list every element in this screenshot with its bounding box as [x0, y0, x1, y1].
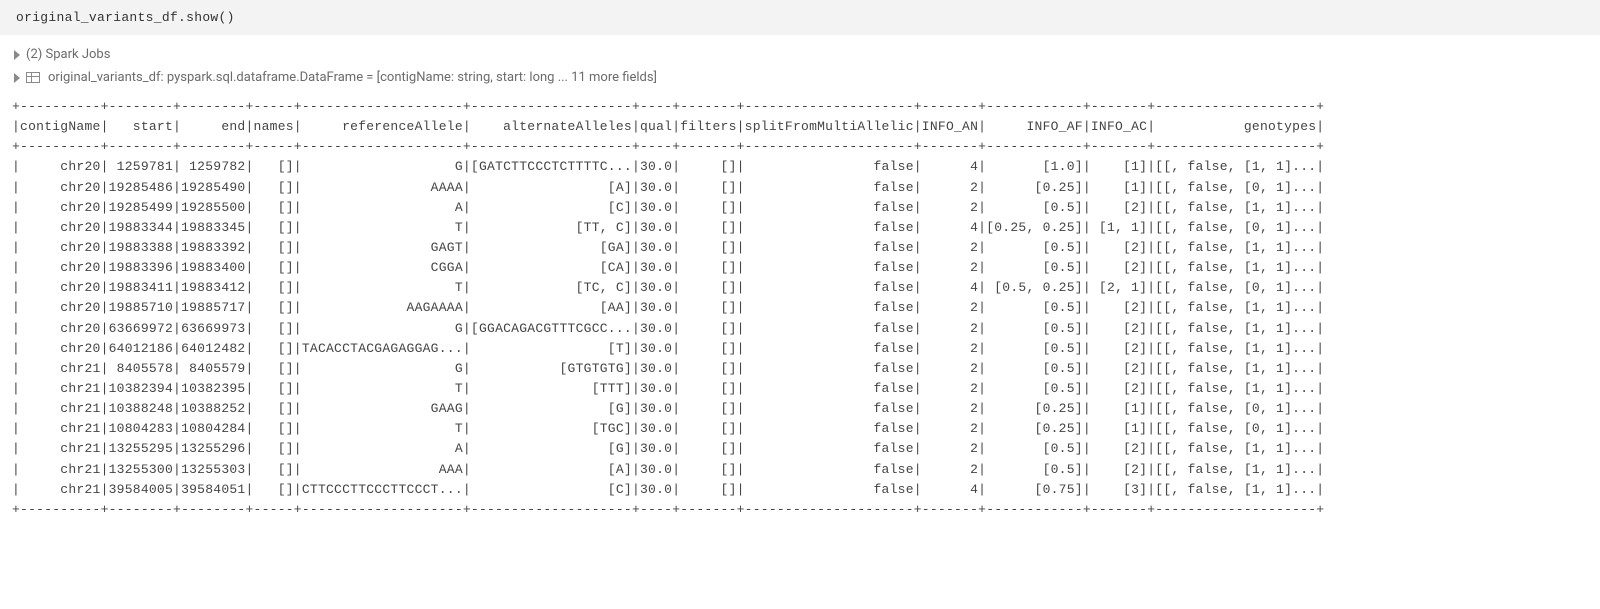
schema-label: original_variants_df: pyspark.sql.datafr…	[48, 70, 657, 85]
caret-right-icon	[14, 73, 20, 83]
code-cell: original_variants_df.show()	[0, 0, 1600, 35]
schema-expander[interactable]: original_variants_df: pyspark.sql.datafr…	[12, 66, 1588, 89]
caret-right-icon	[14, 50, 20, 60]
dataframe-icon	[26, 72, 40, 83]
dataframe-output-table: +----------+--------+--------+-----+----…	[12, 97, 1588, 520]
output-area: (2) Spark Jobs original_variants_df: pys…	[0, 35, 1600, 532]
spark-jobs-expander[interactable]: (2) Spark Jobs	[12, 43, 1588, 66]
spark-jobs-label: (2) Spark Jobs	[26, 47, 110, 62]
code-text: original_variants_df.show()	[16, 10, 235, 25]
